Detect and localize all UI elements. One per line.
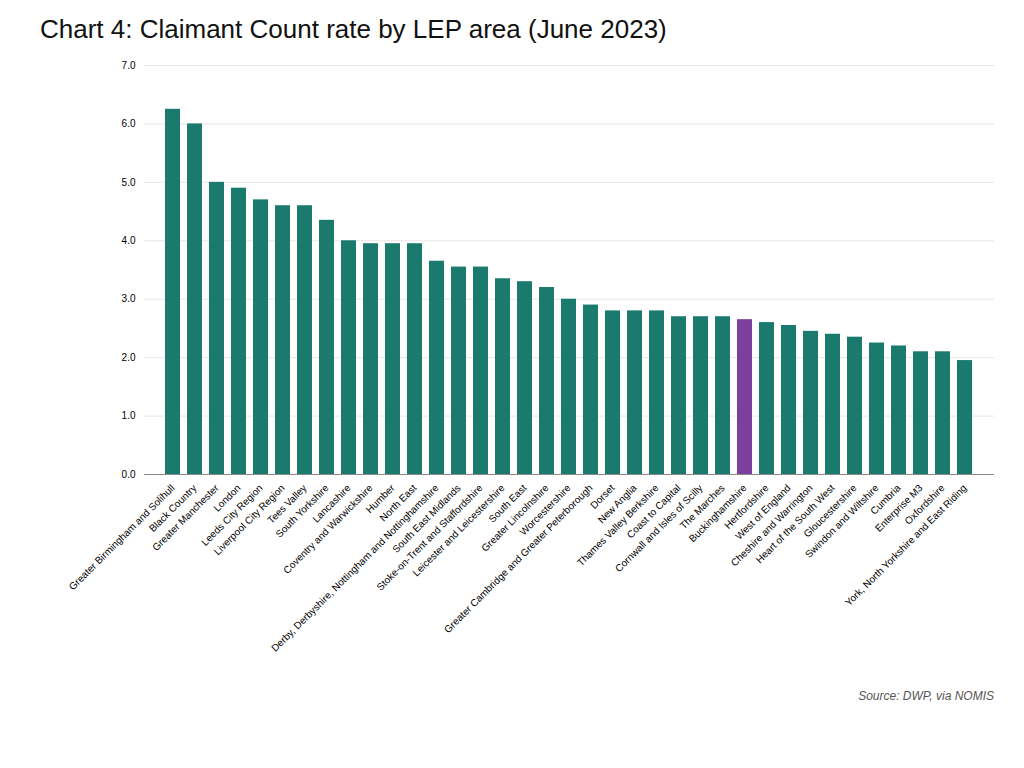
svg-text:Hertfordshire: Hertfordshire (722, 482, 771, 531)
html-text:Source: DWP, via NOMIS: Source: DWP, via NOMIS (858, 689, 994, 703)
svg-text:Oxfordshire: Oxfordshire (902, 482, 947, 527)
svg-text:Enterprise M3: Enterprise M3 (872, 482, 925, 534)
svg-text:7.0: 7.0 (122, 60, 136, 71)
svg-text:Greater Cambridge and Greater: Greater Cambridge and Greater Peterborou… (442, 482, 595, 635)
svg-text:Humber: Humber (363, 482, 397, 516)
svg-text:Greater Manchester: Greater Manchester (150, 482, 221, 553)
svg-text:Derby, Derbyshire, Nottingham: Derby, Derbyshire, Nottingham and Nottin… (269, 482, 441, 654)
svg-text:Coast to Capital: Coast to Capital (624, 482, 683, 541)
svg-text:Coventry and Warwickshire: Coventry and Warwickshire (281, 482, 375, 576)
svg-text:0.0: 0.0 (122, 469, 136, 480)
svg-text:Greater Lincolnshire: Greater Lincolnshire (479, 482, 551, 554)
svg-text:1.0: 1.0 (122, 410, 136, 421)
svg-text:Thames Valley Berkshire: Thames Valley Berkshire (575, 482, 661, 568)
svg-text:South Yorkshire: South Yorkshire (273, 482, 331, 540)
svg-text:New Anglia: New Anglia (595, 482, 639, 526)
svg-text:Tees Valley: Tees Valley (265, 482, 309, 526)
svg-text:South East Midlands: South East Midlands (390, 482, 463, 555)
svg-text:3.0: 3.0 (122, 293, 136, 304)
svg-text:Black Country: Black Country (146, 482, 199, 534)
svg-text:4.0: 4.0 (122, 235, 136, 246)
svg-text:South East: South East (486, 482, 529, 525)
svg-text:The Marches: The Marches (677, 482, 727, 532)
svg-text:Greater Birmingham and Solihul: Greater Birmingham and Solihull (66, 482, 177, 593)
svg-text:Worcestershire: Worcestershire (517, 482, 573, 538)
svg-text:Gloucestershire: Gloucestershire (801, 482, 859, 540)
svg-text:Stoke-on-Trent and Staffordshi: Stoke-on-Trent and Staffordshire (374, 482, 485, 593)
html-text:Chart 4: Claimant Count rate b: Chart 4: Claimant Count rate by LEP area… (40, 14, 667, 44)
svg-text:Cumbria: Cumbria (868, 482, 903, 517)
svg-text:Buckinghamshire: Buckinghamshire (686, 482, 749, 545)
svg-text:Leicester and Leicestershire: Leicester and Leicestershire (410, 482, 507, 579)
svg-text:Dorset: Dorset (588, 482, 617, 511)
svg-text:Heart of the South West: Heart of the South West (753, 482, 837, 566)
svg-text:Leeds City Region: Leeds City Region (199, 482, 265, 548)
svg-text:6.0: 6.0 (122, 118, 136, 129)
svg-text:5.0: 5.0 (122, 177, 136, 188)
svg-text:York, North Yorkshire and East: York, North Yorkshire and East Riding (843, 482, 969, 608)
svg-text:Swindon and Wiltshire: Swindon and Wiltshire (803, 482, 881, 560)
svg-text:West of England: West of England (733, 482, 793, 542)
svg-text:Lancashire: Lancashire (310, 482, 353, 525)
svg-text:2.0: 2.0 (122, 352, 136, 363)
svg-text:Cheshire and Warrington: Cheshire and Warrington (729, 482, 815, 568)
svg-text:London: London (211, 482, 243, 514)
svg-text:North East: North East (377, 482, 419, 524)
svg-text:Liverpool City Region: Liverpool City Region (211, 482, 287, 558)
svg-text:Cornwall and Isles of Scilly: Cornwall and Isles of Scilly (613, 482, 705, 574)
